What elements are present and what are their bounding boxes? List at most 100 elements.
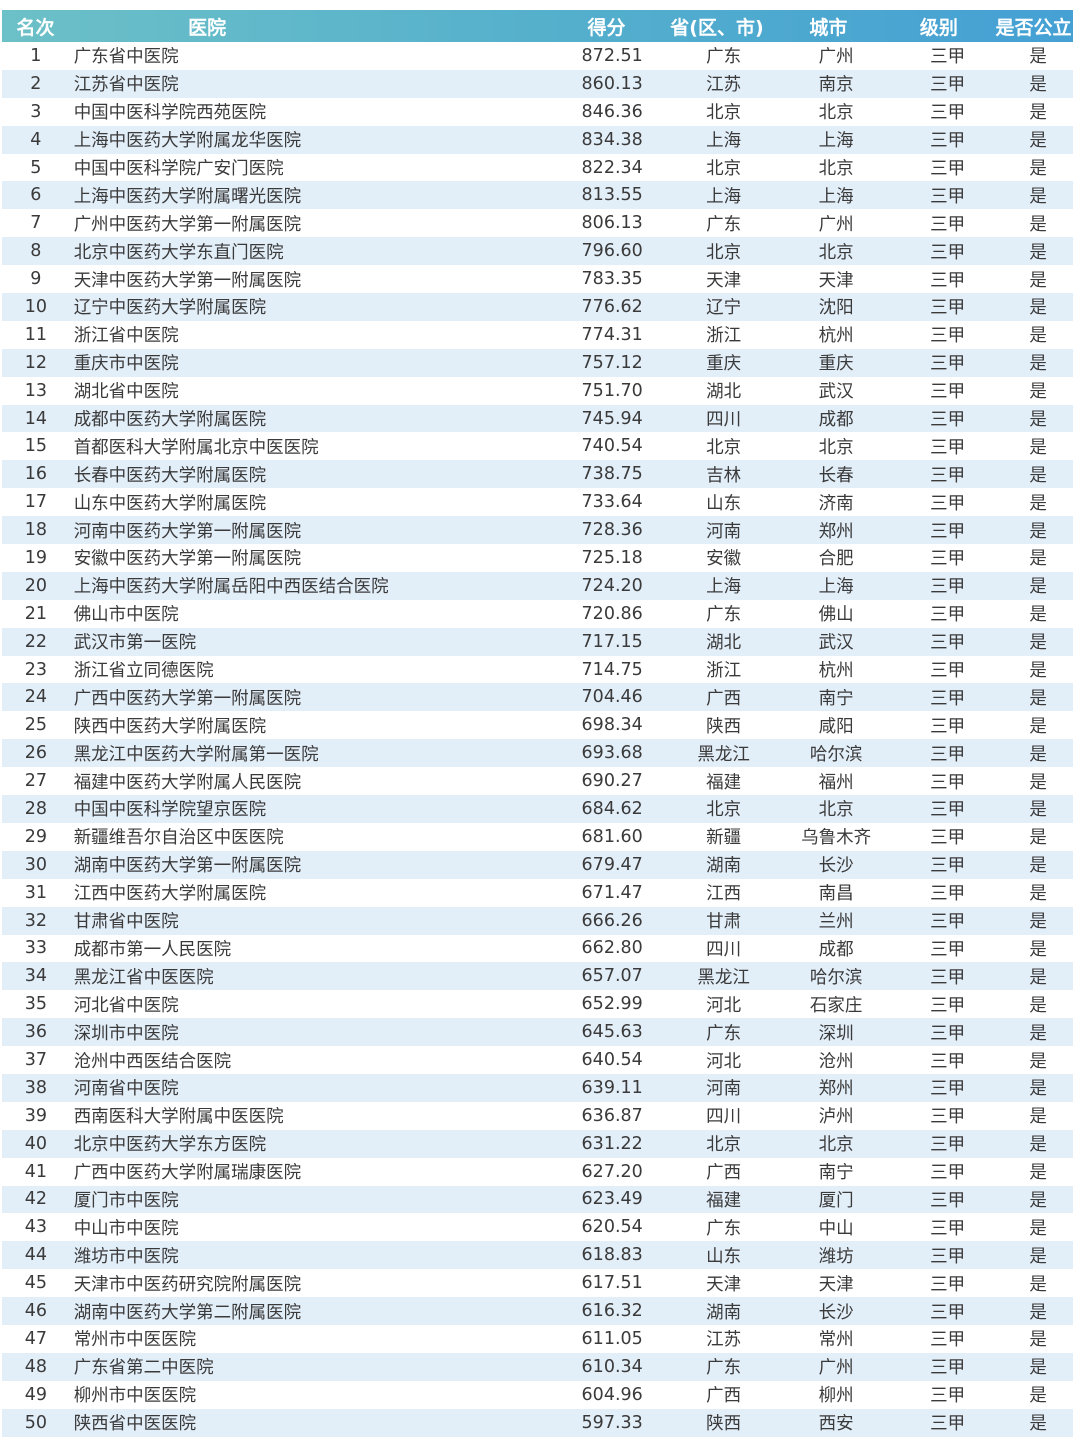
province-cell: 安徽	[706, 549, 742, 570]
public-cell: 是	[1029, 521, 1047, 542]
table-row: 49 柳州市中医医院 604.96 广西 柳州 三甲 是	[2, 1381, 1073, 1409]
table-header: 名次 医院 得分 省(区、市) 城市 级别 是否公立	[2, 10, 1073, 42]
public-cell: 是	[1029, 939, 1047, 960]
hospital-cell: 深圳市中医院	[73, 1023, 179, 1044]
score-cell: 783.35	[581, 269, 643, 290]
province-cell: 河南	[706, 521, 742, 542]
table-row: 35 河北省中医院 652.99 河北 石家庄 三甲 是	[2, 990, 1073, 1018]
city-cell: 潍坊	[818, 1246, 854, 1267]
level-cell: 三甲	[930, 1358, 966, 1379]
city-cell: 泸州	[818, 1107, 854, 1128]
city-cell: 石家庄	[809, 995, 863, 1016]
score-cell: 774.31	[581, 324, 643, 345]
table-row: 24 广西中医药大学第一附属医院 704.46 广西 南宁 三甲 是	[2, 683, 1073, 712]
public-cell: 是	[1029, 1274, 1047, 1295]
rank-cell: 2	[30, 73, 42, 94]
table-row: 25 陕西中医药大学附属医院 698.34 陕西 咸阳 三甲 是	[2, 711, 1073, 739]
city-cell: 武汉	[818, 633, 854, 654]
table-row: 4 上海中医药大学附属龙华医院 834.38 上海 上海 三甲 是	[2, 125, 1073, 154]
province-cell: 北京	[706, 103, 742, 124]
level-cell: 三甲	[930, 688, 966, 709]
table-row: 2 江苏省中医院 860.13 江苏 南京 三甲 是	[2, 69, 1073, 98]
city-cell: 上海	[818, 186, 854, 207]
level-cell: 三甲	[930, 521, 966, 542]
score-cell: 738.75	[581, 464, 643, 485]
province-cell: 福建	[706, 772, 742, 793]
public-cell: 是	[1029, 1107, 1047, 1128]
table-row: 47 常州市中医医院 611.05 江苏 常州 三甲 是	[2, 1325, 1073, 1353]
province-cell: 陕西	[706, 716, 742, 737]
score-cell: 860.13	[581, 73, 643, 94]
public-cell: 是	[1029, 1218, 1047, 1239]
city-cell: 常州	[818, 1330, 854, 1351]
public-cell: 是	[1029, 326, 1047, 347]
province-cell: 广东	[706, 1023, 742, 1044]
rank-cell: 11	[24, 324, 47, 345]
city-cell: 重庆	[818, 354, 854, 375]
public-cell: 是	[1029, 605, 1047, 626]
city-cell: 广州	[818, 214, 854, 235]
table-row: 46 湖南中医药大学第二附属医院 616.32 湖南 长沙 三甲 是	[2, 1297, 1073, 1325]
header-hospital: 医院	[188, 16, 227, 39]
public-cell: 是	[1029, 103, 1047, 124]
province-cell: 黑龙江	[697, 744, 750, 765]
public-cell: 是	[1029, 382, 1047, 403]
city-cell: 长春	[818, 465, 854, 486]
hospital-cell: 广东省中医院	[73, 47, 179, 68]
hospital-cell: 甘肃省中医院	[73, 912, 179, 933]
rank-cell: 20	[24, 575, 47, 596]
city-cell: 南宁	[818, 1163, 854, 1184]
table-row: 15 首都医科大学附属北京中医医院 740.54 北京 北京 三甲 是	[2, 432, 1073, 460]
table-row: 40 北京中医药大学东方医院 631.22 北京 北京 三甲 是	[2, 1129, 1073, 1158]
rank-cell: 30	[24, 854, 47, 875]
city-cell: 广州	[818, 1358, 854, 1379]
table-row: 34 黑龙江省中医医院 657.07 黑龙江 哈尔滨 三甲 是	[2, 962, 1073, 991]
hospital-cell: 沧州中西医结合医院	[73, 1051, 232, 1072]
city-cell: 北京	[818, 800, 854, 821]
hospital-cell: 陕西省中医医院	[73, 1414, 197, 1435]
city-cell: 天津	[818, 1274, 854, 1295]
rank-cell: 12	[24, 352, 47, 373]
province-cell: 广西	[706, 1386, 742, 1407]
score-cell: 720.86	[581, 603, 643, 624]
public-cell: 是	[1029, 354, 1047, 375]
city-cell: 长沙	[818, 1302, 854, 1323]
rank-cell: 49	[24, 1384, 47, 1405]
level-cell: 三甲	[930, 995, 966, 1016]
table-row: 36 深圳市中医院 645.63 广东 深圳 三甲 是	[2, 1018, 1073, 1047]
province-cell: 甘肃	[706, 912, 742, 933]
public-cell: 是	[1029, 856, 1047, 877]
hospital-cell: 武汉市第一医院	[73, 633, 197, 654]
public-cell: 是	[1029, 1386, 1047, 1407]
level-cell: 三甲	[930, 633, 966, 654]
rank-cell: 1	[30, 45, 42, 66]
city-cell: 成都	[818, 410, 854, 431]
rank-cell: 46	[24, 1301, 47, 1322]
score-cell: 636.87	[581, 1105, 643, 1126]
table-row: 18 河南中医药大学第一附属医院 728.36 河南 郑州 三甲 是	[2, 516, 1073, 545]
score-cell: 623.49	[581, 1189, 643, 1210]
hospital-cell: 浙江省中医院	[73, 326, 179, 347]
public-cell: 是	[1029, 242, 1047, 263]
table-row: 8 北京中医药大学东直门医院 796.60 北京 北京 三甲 是	[2, 237, 1073, 266]
city-cell: 中山	[818, 1218, 854, 1239]
score-cell: 872.51	[581, 45, 643, 66]
province-cell: 北京	[706, 159, 742, 179]
level-cell: 三甲	[930, 1107, 966, 1128]
table-row: 29 新疆维吾尔自治区中医医院 681.60 新疆 乌鲁木齐 三甲 是	[2, 823, 1073, 851]
level-cell: 三甲	[930, 186, 966, 207]
province-cell: 福建	[706, 1190, 742, 1211]
level-cell: 三甲	[930, 828, 966, 849]
province-cell: 山东	[706, 1246, 742, 1267]
rank-cell: 29	[24, 826, 47, 847]
province-cell: 湖南	[706, 1302, 742, 1323]
table-row: 28 中国中医科学院望京医院 684.62 北京 北京 三甲 是	[2, 795, 1073, 823]
city-cell: 乌鲁木齐	[801, 828, 872, 849]
table-row: 27 福建中医药大学附属人民医院 690.27 福建 福州 三甲 是	[2, 767, 1073, 795]
public-cell: 是	[1029, 214, 1047, 235]
score-cell: 684.62	[581, 798, 643, 819]
public-cell: 是	[1029, 131, 1047, 152]
rank-cell: 41	[24, 1161, 47, 1182]
hospital-cell: 广西中医药大学第一附属医院	[73, 688, 302, 709]
rank-cell: 40	[24, 1133, 47, 1154]
